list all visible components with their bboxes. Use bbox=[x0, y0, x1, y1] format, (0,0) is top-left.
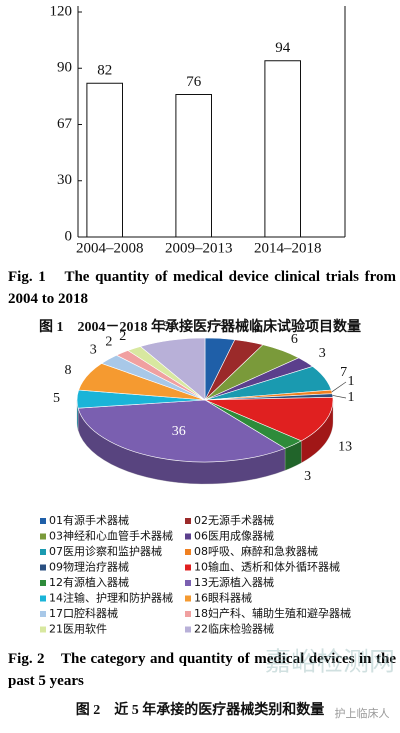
legend-label: 12有源植入器械 bbox=[49, 575, 129, 589]
bar bbox=[175, 94, 212, 238]
legend-swatch bbox=[185, 533, 191, 540]
watermark: 嘉峪检测网 bbox=[265, 648, 395, 678]
legend-swatch bbox=[185, 549, 191, 555]
legend-label: 03神经和心血管手术器械 bbox=[49, 529, 173, 543]
legend-swatch bbox=[185, 626, 191, 633]
data-label: 36 bbox=[172, 424, 186, 439]
data-label: 1 bbox=[348, 374, 355, 389]
legend-swatch bbox=[185, 564, 191, 571]
pie-slice bbox=[204, 396, 334, 442]
data-label: 4 bbox=[219, 317, 226, 332]
watermark: 护上临床人 bbox=[335, 706, 390, 720]
bar bbox=[264, 60, 301, 238]
caption-2: Fig. 2 The category and quantity of medi… bbox=[8, 651, 396, 718]
data-label: 8 bbox=[65, 363, 72, 378]
legend-label: 16眼科器械 bbox=[194, 591, 252, 605]
y-tick-label: 90 bbox=[57, 60, 72, 76]
legend-label: 17口腔科器械 bbox=[49, 606, 118, 620]
caption-zh: 图 2 近 5 年承接的医疗器械类别和数量 bbox=[76, 701, 325, 718]
legend-swatch bbox=[40, 533, 46, 540]
data-label: 4 bbox=[253, 321, 260, 336]
pie-slice bbox=[77, 399, 286, 463]
legend-swatch bbox=[40, 549, 46, 555]
caption-1: Fig. 1 The quantity of medical device cl… bbox=[8, 269, 396, 335]
data-label: 2 bbox=[105, 335, 112, 350]
y-tick-label: 0 bbox=[65, 228, 73, 244]
data-label: 13 bbox=[338, 439, 352, 454]
y-tick-label: 67 bbox=[57, 116, 73, 132]
legend-label: 13无源植入器械 bbox=[194, 575, 274, 589]
legend-label: 21医用软件 bbox=[49, 622, 107, 636]
legend-swatch bbox=[40, 611, 46, 617]
legend-swatch bbox=[40, 626, 46, 633]
caption-en-box: Fig. 2 The category and quantity of medi… bbox=[8, 651, 396, 689]
legend-swatch bbox=[40, 518, 46, 524]
legend-label: 06医用成像器械 bbox=[194, 529, 274, 543]
legend-label: 02无源手术器械 bbox=[194, 513, 274, 527]
leader-line bbox=[331, 381, 347, 393]
legend-label: 08呼吸、麻醉和急救器械 bbox=[194, 544, 318, 558]
legend-swatch bbox=[185, 611, 191, 617]
x-tick-label: 2014–2018 bbox=[254, 240, 322, 256]
legend-swatch bbox=[185, 518, 191, 524]
data-label: 3 bbox=[90, 342, 97, 357]
data-label: 5 bbox=[53, 391, 60, 406]
data-label: 6 bbox=[291, 332, 298, 347]
legend-label: 10输血、透析和体外循环器械 bbox=[194, 560, 340, 574]
pie-slice bbox=[139, 337, 206, 401]
leader-line bbox=[332, 395, 347, 399]
bar bbox=[86, 82, 123, 238]
y-tick-label: 30 bbox=[57, 172, 72, 188]
x-tick-label: 2009–2013 bbox=[165, 240, 233, 256]
legend-swatch bbox=[185, 580, 191, 586]
value-label: 76 bbox=[186, 74, 202, 90]
legend-label: 07医用诊察和监护器械 bbox=[49, 544, 162, 558]
data-label: 3 bbox=[319, 346, 326, 361]
legend-label: 18妇产科、辅助生殖和避孕器械 bbox=[194, 606, 351, 620]
legend-label: 22临床检验器械 bbox=[194, 622, 274, 636]
value-label: 82 bbox=[97, 63, 112, 79]
caption-zh: 图 1 2004－2018 年承接医疗器械临床试验项目数量 bbox=[39, 318, 361, 335]
caption-en-box: Fig. 1 The quantity of medical device cl… bbox=[8, 269, 396, 307]
legend-swatch bbox=[185, 595, 191, 602]
legend-swatch bbox=[40, 595, 46, 602]
legend-swatch bbox=[40, 564, 46, 571]
caption-en: Fig. 1 The quantity of medical device cl… bbox=[8, 269, 396, 307]
data-label: 9 bbox=[163, 319, 170, 334]
y-tick-label: 120 bbox=[50, 3, 73, 19]
data-label: 3 bbox=[304, 469, 311, 484]
legend-swatch bbox=[40, 580, 46, 586]
caption-en: Fig. 2 The category and quantity of medi… bbox=[8, 651, 396, 689]
data-label: 7 bbox=[340, 365, 347, 380]
data-label: 2 bbox=[119, 329, 126, 344]
x-tick-label: 2004–2008 bbox=[76, 240, 144, 256]
legend-label: 01有源手术器械 bbox=[49, 513, 129, 527]
data-label: 1 bbox=[348, 390, 355, 405]
value-label: 94 bbox=[275, 40, 291, 56]
legend-label: 09物理治疗器械 bbox=[49, 560, 129, 574]
legend-label: 14注输、护理和防护器械 bbox=[49, 591, 173, 605]
